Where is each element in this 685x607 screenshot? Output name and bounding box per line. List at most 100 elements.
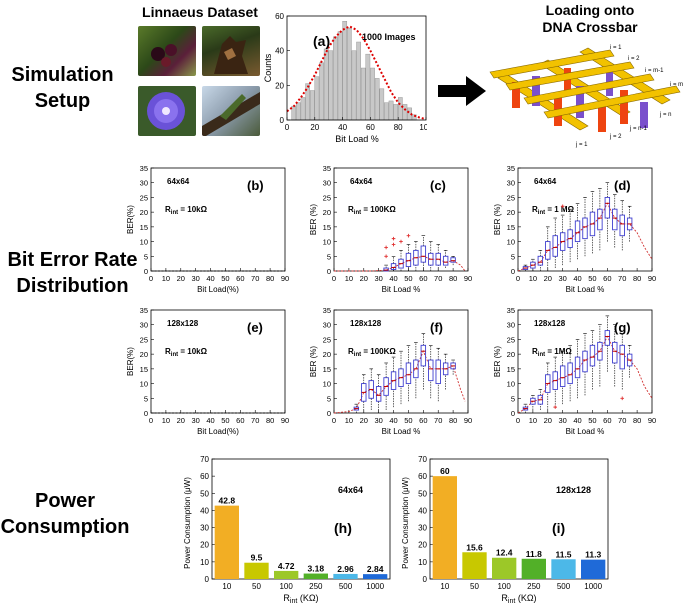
power-category-label: 100 — [279, 582, 293, 591]
crossbar-label-jn1: j = n-1 — [629, 126, 648, 132]
histogram-bar — [360, 67, 366, 121]
power-category-label: 500 — [557, 582, 571, 591]
ber-ytick-label: 15 — [507, 365, 515, 374]
crossbar-label-i2: i = 2 — [628, 56, 640, 62]
ber-rint-symbol: R — [165, 205, 171, 214]
ber-xtick-label: 60 — [603, 274, 611, 283]
histogram-xtick-label: 20 — [310, 123, 319, 132]
dataset-title: Linnaeus Dataset — [142, 4, 258, 20]
power-bar — [363, 574, 388, 579]
power-ytick-label: 20 — [418, 541, 427, 550]
ber-panel-label: (e) — [247, 320, 263, 335]
ber-ylabel: BER (%) — [309, 204, 318, 235]
ber-size-label: 64x64 — [350, 177, 373, 186]
ber-xtick-label: 40 — [573, 416, 581, 425]
power-bar-value: 11.3 — [585, 550, 601, 560]
histogram-xtick-label: 40 — [338, 123, 347, 132]
ber-xtick-label: 0 — [332, 416, 336, 425]
ber-ytick-label: 15 — [507, 223, 515, 232]
ber-xtick-label: 40 — [573, 274, 581, 283]
ber-xtick-label: 50 — [221, 274, 229, 283]
power-bar-value: 3.18 — [308, 564, 325, 574]
ber-ytick-label: 20 — [323, 208, 331, 217]
section-simulation-setup: Simulation Setup — [0, 62, 125, 114]
ber-xtick-label: 60 — [236, 416, 244, 425]
power-category-label: 10 — [222, 582, 231, 591]
power-ylabel: Power Consumption (μW) — [183, 477, 192, 569]
crossbar-label-jn: j = n — [659, 112, 672, 118]
histogram-bar — [300, 97, 306, 121]
ber-xtick-label: 50 — [404, 274, 412, 283]
ber-box — [420, 245, 427, 263]
ber-xtick-label: 70 — [251, 274, 259, 283]
ber-outlier — [391, 236, 396, 241]
ber-rint-label: Rint = 100KΩ — [348, 205, 396, 216]
ber-rint-subscript: int — [171, 210, 178, 216]
ber-xtick-label: 80 — [633, 274, 641, 283]
ber-box — [375, 386, 382, 402]
ber-plot-frame — [333, 309, 469, 414]
ber-xlabel: Bit Load(%) — [197, 285, 239, 294]
histogram-ytick-label: 40 — [275, 47, 284, 56]
ber-outlier — [391, 242, 396, 247]
ber-rint-label: Rint = 1MΩ — [532, 347, 572, 358]
ber-xtick-label: 20 — [544, 274, 552, 283]
ber-ytick-label: 25 — [507, 193, 515, 202]
histogram-bar — [365, 53, 371, 121]
power-ytick-label: 20 — [200, 541, 209, 550]
power-bar-value: 42.8 — [219, 496, 236, 506]
ber-box — [537, 255, 544, 266]
ber-xtick-label: 30 — [558, 416, 566, 425]
ber-ytick-label: 25 — [140, 335, 148, 344]
right-arrow-icon — [438, 76, 486, 106]
ber-rint-symbol: R — [348, 347, 354, 356]
power-bar-value: 12.4 — [496, 548, 513, 558]
ber-xtick-label: 70 — [618, 416, 626, 425]
power-category-label: 100 — [497, 582, 511, 591]
ber-ytick-label: 10 — [507, 380, 515, 389]
ber-ytick-label: 30 — [323, 179, 331, 188]
power-xlabel-sub: int — [290, 598, 297, 605]
ber-xtick-label: 30 — [558, 274, 566, 283]
ber-xtick-label: 80 — [449, 274, 457, 283]
ber-box — [619, 344, 625, 370]
ber-ytick-label: 20 — [507, 208, 515, 217]
crossbar-title-line1: Loading onto — [545, 2, 635, 18]
ber-ytick-label: 35 — [140, 306, 148, 315]
ber-rint-value: = 1MΩ — [545, 347, 572, 356]
power-category-label: 50 — [470, 582, 479, 591]
ber-xtick-label: 0 — [332, 274, 336, 283]
power-ytick-label: 0 — [423, 575, 428, 584]
ber-xtick-label: 10 — [345, 274, 353, 283]
ber-xtick-label: 40 — [389, 416, 397, 425]
ber-xtick-label: 0 — [516, 416, 520, 425]
power-xlabel-sub: int — [508, 598, 515, 605]
ber-box — [612, 208, 618, 231]
power-bar — [274, 570, 299, 579]
ber-xtick-label: 60 — [419, 274, 427, 283]
dataset-photo-dog — [202, 26, 260, 76]
histogram-bar — [309, 90, 315, 121]
ber-outlier — [553, 405, 558, 409]
ber-chart-c: 0 10 20 30 40 50 60 70 80 90 0 5 10 15 20 25 30 35 Bit Loa… — [309, 164, 472, 294]
ber-box — [604, 196, 611, 219]
ber-box — [450, 257, 456, 263]
ber-xtick-label: 70 — [434, 416, 442, 425]
histogram-bar — [328, 50, 334, 121]
ber-ytick-label: 5 — [327, 394, 331, 403]
ber-rint-symbol: R — [348, 205, 354, 214]
ber-outlier — [384, 254, 388, 259]
ber-box — [559, 365, 566, 387]
histogram-bar — [314, 76, 320, 121]
power-category-label: 500 — [339, 582, 353, 591]
ber-ylabel: BER (%) — [309, 346, 318, 377]
histogram-xtick-label: 0 — [285, 123, 290, 132]
histogram-ytick-label: 0 — [280, 116, 285, 125]
ber-ytick-label: 0 — [511, 267, 515, 276]
ber-panel-label: (c) — [430, 178, 446, 193]
ber-xtick-label: 50 — [404, 416, 412, 425]
histogram-bar — [388, 100, 394, 121]
ber-xtick-label: 90 — [464, 416, 472, 425]
ber-xtick-label: 20 — [544, 416, 552, 425]
ber-xtick-label: 90 — [281, 416, 289, 425]
